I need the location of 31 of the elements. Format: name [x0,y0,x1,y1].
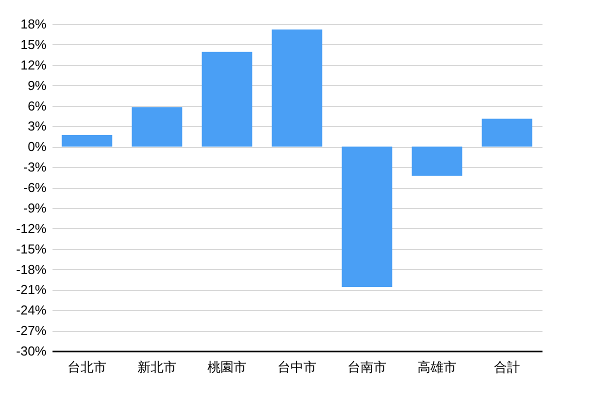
x-tick-label: 台中市 [278,360,316,374]
bar [272,29,322,147]
y-tick-label: -27% [16,323,47,338]
y-tick-label: -9% [23,200,47,216]
y-tick-label: -12% [16,220,47,236]
y-tick-label: -30% [16,344,47,358]
x-tick-label: 台南市 [348,360,386,374]
bar [482,118,532,147]
x-tick-label: 高雄市 [418,360,456,374]
y-tick-label: -15% [16,241,47,256]
y-tick-label: -24% [16,302,47,318]
y-tick-label: -21% [16,282,47,298]
y-tick-label: 6% [28,98,47,114]
x-tick-label: 桃園市 [208,360,246,374]
x-tick-label: 新北市 [138,360,176,374]
y-tick-label: 3% [28,118,47,134]
y-tick-label: 18% [20,16,47,32]
bar [412,146,462,176]
bar [132,107,182,147]
bar [202,52,252,147]
y-tick-label: 0% [28,139,47,154]
bar [342,146,392,287]
bar [62,135,112,147]
y-tick-label: 12% [20,57,47,72]
y-tick-label: -6% [23,180,47,195]
x-tick-label: 台北市 [68,360,106,374]
y-tick-label: 15% [20,36,47,52]
y-tick-label: 9% [28,78,47,93]
x-tick-label: 合計 [494,360,520,374]
y-tick-label: -18% [16,262,47,277]
y-tick-label: -3% [23,160,47,175]
